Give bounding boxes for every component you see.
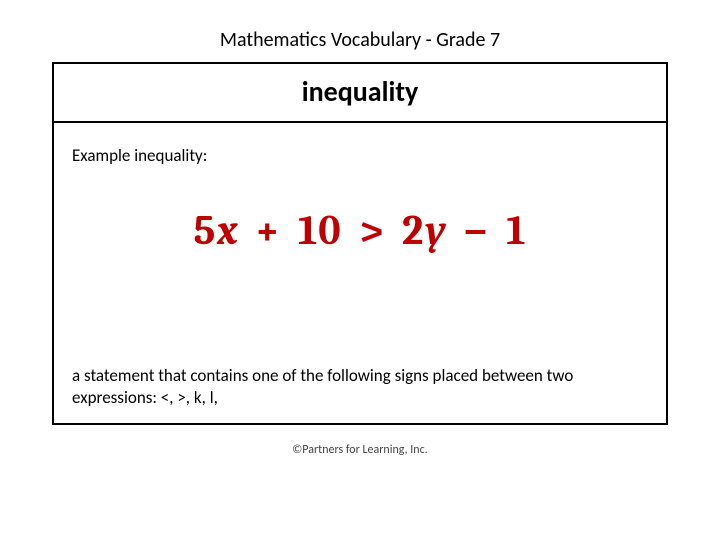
page-header: Mathematics Vocabulary - Grade 7 [0,0,720,62]
term-word: inequality [302,74,419,109]
eq-right-op: − [463,206,489,255]
definition-text: a statement that contains one of the fol… [72,365,648,409]
term-row: inequality [54,64,666,123]
equation-wrap: 5x + 10 > 2y − 1 [72,206,648,255]
eq-relation: > [359,206,385,255]
example-label: Example inequality: [72,145,648,166]
eq-left-var: x [217,206,238,255]
eq-right-var: y [425,206,447,255]
page-footer: ©Partners for Learning, Inc. [0,443,720,457]
eq-left-op: + [255,206,281,255]
eq-left-coef: 5 [193,206,216,255]
eq-left-const: 10 [298,206,342,255]
eq-right-const: 1 [506,206,526,255]
vocab-card: inequality Example inequality: 5x + 10 >… [52,62,668,425]
content-row: Example inequality: 5x + 10 > 2y − 1 a s… [54,123,666,423]
copyright-text: ©Partners for Learning, Inc. [292,443,427,457]
inequality-equation: 5x + 10 > 2y − 1 [192,206,527,255]
eq-right-coef: 2 [402,206,424,255]
page-title: Mathematics Vocabulary - Grade 7 [220,28,500,52]
